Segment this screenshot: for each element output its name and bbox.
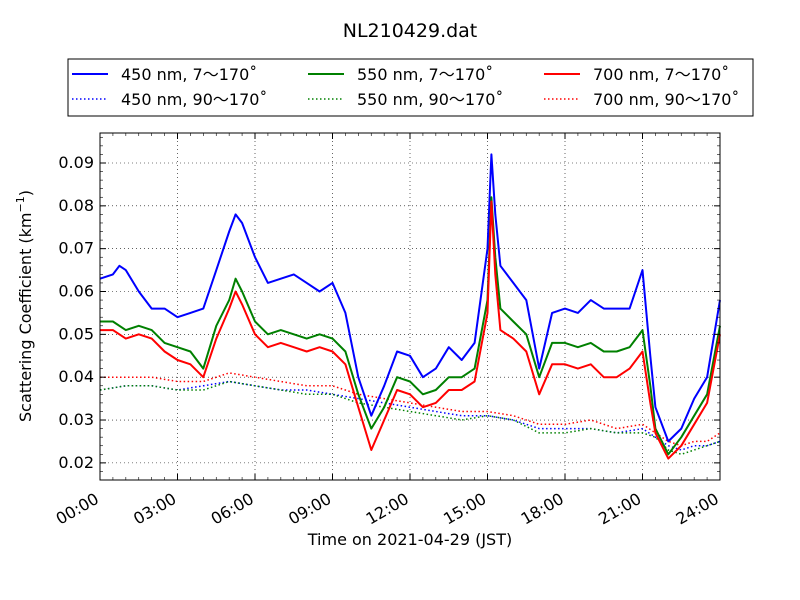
y-axis-label-close: ) — [16, 190, 35, 196]
legend-label: 700 nm, 7～170˚ — [593, 65, 729, 84]
y-tick-label: 0.04 — [58, 367, 94, 386]
x-tick-label: 00:00 — [53, 489, 102, 529]
x-tick-label: 09:00 — [285, 489, 334, 529]
legend: 450 nm, 7～170˚ 550 nm, 7～170˚ 700 nm, 7～17… — [67, 58, 754, 117]
series-layer — [99, 153, 721, 460]
y-tick-label: 0.03 — [58, 410, 94, 429]
x-tick-label: 03:00 — [130, 489, 179, 529]
x-axis-label: Time on 2021-04-29 (JST) — [307, 530, 512, 549]
legend-label: 450 nm, 90～170˚ — [121, 90, 267, 109]
y-tick-label: 0.05 — [58, 324, 94, 343]
legend-label: 550 nm, 90～170˚ — [357, 90, 503, 109]
y-tick-label: 0.06 — [58, 282, 94, 301]
x-tick-label: 24:00 — [673, 489, 722, 529]
series-line — [100, 200, 721, 460]
y-axis-label-exponent: −1 — [14, 196, 27, 212]
legend-label: 450 nm, 7～170˚ — [121, 65, 257, 84]
y-tick-label: 0.02 — [58, 453, 94, 472]
y-tick-label: 0.07 — [58, 239, 94, 258]
legend-label: 550 nm, 7～170˚ — [357, 65, 493, 84]
y-tick-label: 0.09 — [58, 153, 94, 172]
series-line — [99, 153, 721, 443]
y-axis-label-main: Scattering Coefficient (km — [16, 212, 35, 422]
y-axis-label: Scattering Coefficient (km−1) — [14, 190, 35, 422]
plot-area: 0.02 0.03 0.04 0.05 0.06 0.07 0.08 0.09 00:00 03:… — [53, 132, 722, 529]
y-tick-label: 0.08 — [58, 196, 94, 215]
x-tick-label: 15:00 — [440, 489, 489, 529]
legend-frame — [67, 58, 754, 117]
x-tick-label: 21:00 — [595, 489, 644, 529]
chart-title: NL210429.dat — [343, 20, 478, 42]
series-line — [100, 196, 721, 456]
x-tick-label: 06:00 — [208, 489, 257, 529]
series-line — [100, 372, 721, 447]
x-tick-label: 18:00 — [518, 489, 567, 529]
x-tick-label: 12:00 — [363, 489, 412, 529]
legend-label: 700 nm, 90～170˚ — [593, 90, 739, 109]
